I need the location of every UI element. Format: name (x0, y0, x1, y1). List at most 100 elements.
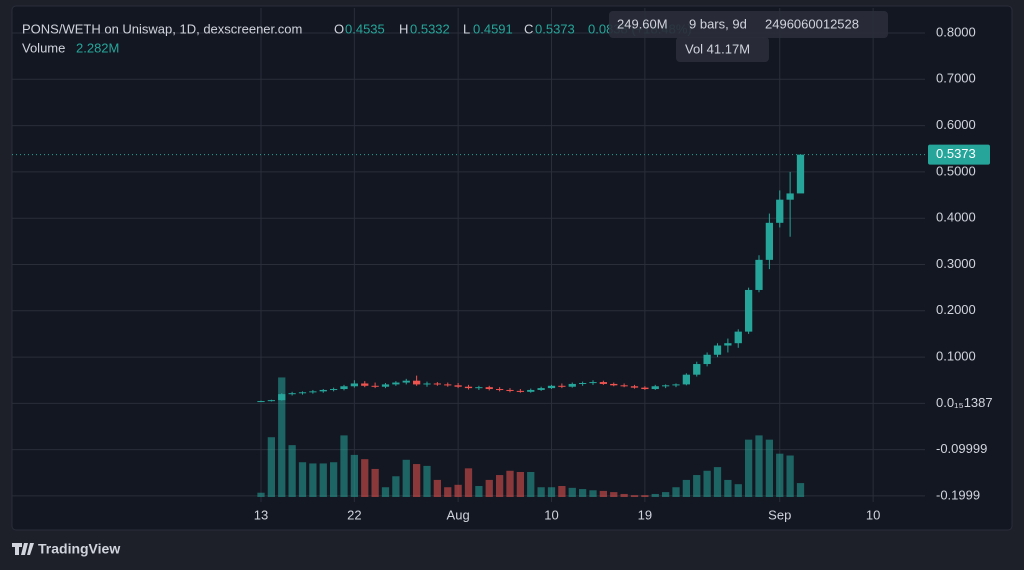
legend-h-label: H (399, 21, 408, 36)
candle-body (547, 385, 556, 389)
candle-body (350, 383, 359, 387)
candle-body (485, 387, 493, 390)
candle-body (371, 385, 379, 387)
candle-body (744, 289, 753, 332)
legend-l-label: L (463, 21, 470, 36)
candle-body (641, 387, 649, 390)
y-tick-label: 0.4000 (936, 210, 976, 225)
volume-bar (444, 487, 452, 497)
tooltip-box (676, 37, 769, 62)
volume-bar (464, 468, 473, 497)
candle-body (786, 193, 794, 200)
volume-bar (527, 471, 535, 497)
candle-body (724, 343, 732, 346)
volume-bar (651, 493, 659, 497)
brand-name: TradingView (38, 541, 120, 557)
candle-body (620, 385, 628, 387)
candle-body (340, 386, 348, 390)
volume-bar (641, 495, 649, 497)
candle-body (651, 386, 659, 390)
volume-bar (744, 439, 753, 497)
volume-bar (703, 470, 711, 497)
candle-body (506, 389, 514, 391)
volume-bar (661, 492, 670, 497)
y-tick-label: 0.3000 (936, 256, 976, 271)
x-tick-label: 10 (544, 507, 558, 522)
x-tick-label: Aug (447, 507, 470, 522)
tooltip-box (609, 11, 888, 38)
x-tick-label: 10 (866, 507, 880, 522)
x-tick-label: 22 (347, 507, 361, 522)
candle-body (257, 401, 265, 403)
x-tick-label: 19 (638, 507, 652, 522)
volume-bar (776, 453, 784, 497)
volume-bar (278, 377, 286, 497)
candle-body (516, 390, 525, 392)
volume-bar (516, 471, 525, 497)
volume-bar (350, 454, 359, 497)
candle-body (578, 383, 587, 385)
brand-logo (12, 543, 34, 555)
volume-bar (786, 455, 794, 497)
volume-bar (620, 493, 628, 497)
volume-bar (568, 487, 576, 497)
volume-bar (734, 484, 742, 497)
axes: 0.8000 0.7000 0.6000 0.5000 0.4000 0.3000 0.20… (254, 24, 993, 522)
candle-body (568, 383, 576, 387)
candle-body (298, 392, 307, 394)
volume-bar (319, 463, 327, 497)
candle-body (475, 387, 483, 389)
candle-body (527, 389, 535, 392)
legend-volume: 2.282M (76, 40, 119, 55)
volume-bar (412, 464, 421, 497)
volume-bar (610, 492, 618, 497)
measure-vol: Vol 41.17M (685, 41, 750, 56)
volume-bar (755, 435, 763, 497)
legend-high: 0.5332 (410, 21, 450, 36)
candle-body (288, 393, 296, 395)
candle-body (392, 382, 400, 385)
volume-bar (796, 483, 805, 497)
y-tick-label: 0.2000 (936, 302, 976, 317)
volume-bar (495, 475, 504, 497)
legend-volume-label: Volume (22, 40, 65, 55)
volume-bar (765, 439, 774, 497)
measure-value: 2496060012528 (765, 16, 859, 31)
volume-bar (630, 495, 639, 497)
candle-body (558, 385, 566, 387)
candle-body (537, 388, 545, 390)
candle-body (661, 385, 670, 387)
legend-close: 0.5373 (535, 21, 575, 36)
volume-bar (589, 490, 597, 497)
legend-open: 0.4535 (345, 21, 385, 36)
volume-bar (672, 487, 680, 497)
y-tick-label: 0.8000 (936, 24, 976, 39)
volume-bar (475, 486, 483, 497)
candle-body (796, 154, 805, 194)
measure-volume: 249.60M (617, 16, 668, 31)
volume-bar (392, 476, 400, 497)
volume-bar (298, 462, 307, 497)
y-tick-label: 0.7000 (936, 71, 976, 86)
candle-body (713, 345, 722, 355)
volume-bar (381, 487, 390, 497)
y-tick-label: 0.5000 (936, 163, 976, 178)
candle-body (412, 380, 421, 385)
candle-body (278, 394, 286, 401)
volume-bar (340, 435, 348, 497)
last-price-box (928, 144, 990, 165)
candle-body (672, 384, 680, 386)
volume-bar (578, 489, 587, 497)
volume-bar (547, 487, 556, 497)
volume-bar (506, 470, 514, 497)
candle-body (776, 199, 784, 223)
candle-body (693, 364, 701, 375)
candle-body (703, 354, 711, 365)
volume-bar (371, 468, 379, 497)
volume-bar (402, 459, 410, 497)
volume-bar (599, 490, 608, 497)
candle-body (610, 383, 618, 386)
candle-layer (12, 154, 925, 403)
x-tick-label: Sep (768, 507, 791, 522)
